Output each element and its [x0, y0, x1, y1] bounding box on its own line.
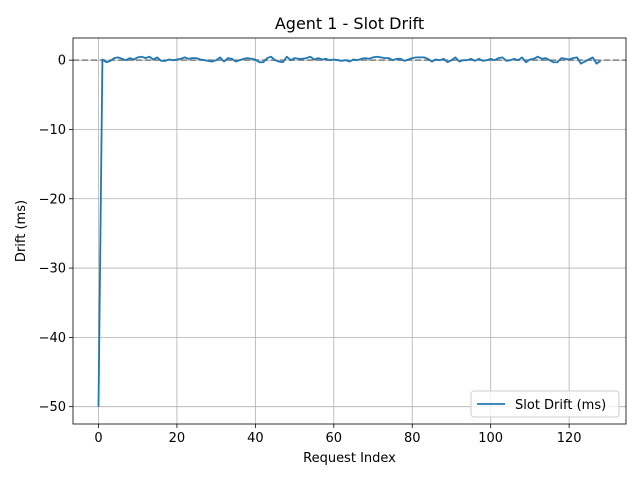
y-axis-label: Drift (ms) [14, 200, 29, 262]
series-line-slot-drift [97, 55, 602, 407]
x-tick-label: 60 [326, 431, 343, 446]
y-tick-label: 0 [58, 54, 66, 69]
y-tick-label: −40 [39, 331, 66, 346]
x-tick-label: 120 [557, 431, 582, 446]
x-tick-label: 0 [94, 431, 102, 446]
y-tick-label: −30 [39, 262, 66, 277]
x-tick-label: 80 [404, 431, 421, 446]
legend: Slot Drift (ms) [470, 390, 620, 418]
legend-label-slot-drift: Slot Drift (ms) [515, 398, 606, 413]
y-tick-label: −10 [39, 123, 66, 138]
x-tick-label: 20 [169, 431, 186, 446]
grid-lines [73, 38, 626, 424]
plot-area-frame [72, 37, 627, 425]
y-tick-label: −50 [39, 400, 66, 415]
x-axis-label: Request Index [303, 451, 396, 466]
legend-box [470, 390, 620, 418]
x-tick-label: 100 [478, 431, 503, 446]
y-tick-label: −20 [39, 192, 66, 207]
chart-title: Agent 1 - Slot Drift [275, 14, 424, 33]
x-tick-label: 40 [247, 431, 264, 446]
axis-ticks: 0 20 40 60 80 100 120 0 −10 −20 −30 −40 −50 [39, 54, 582, 446]
